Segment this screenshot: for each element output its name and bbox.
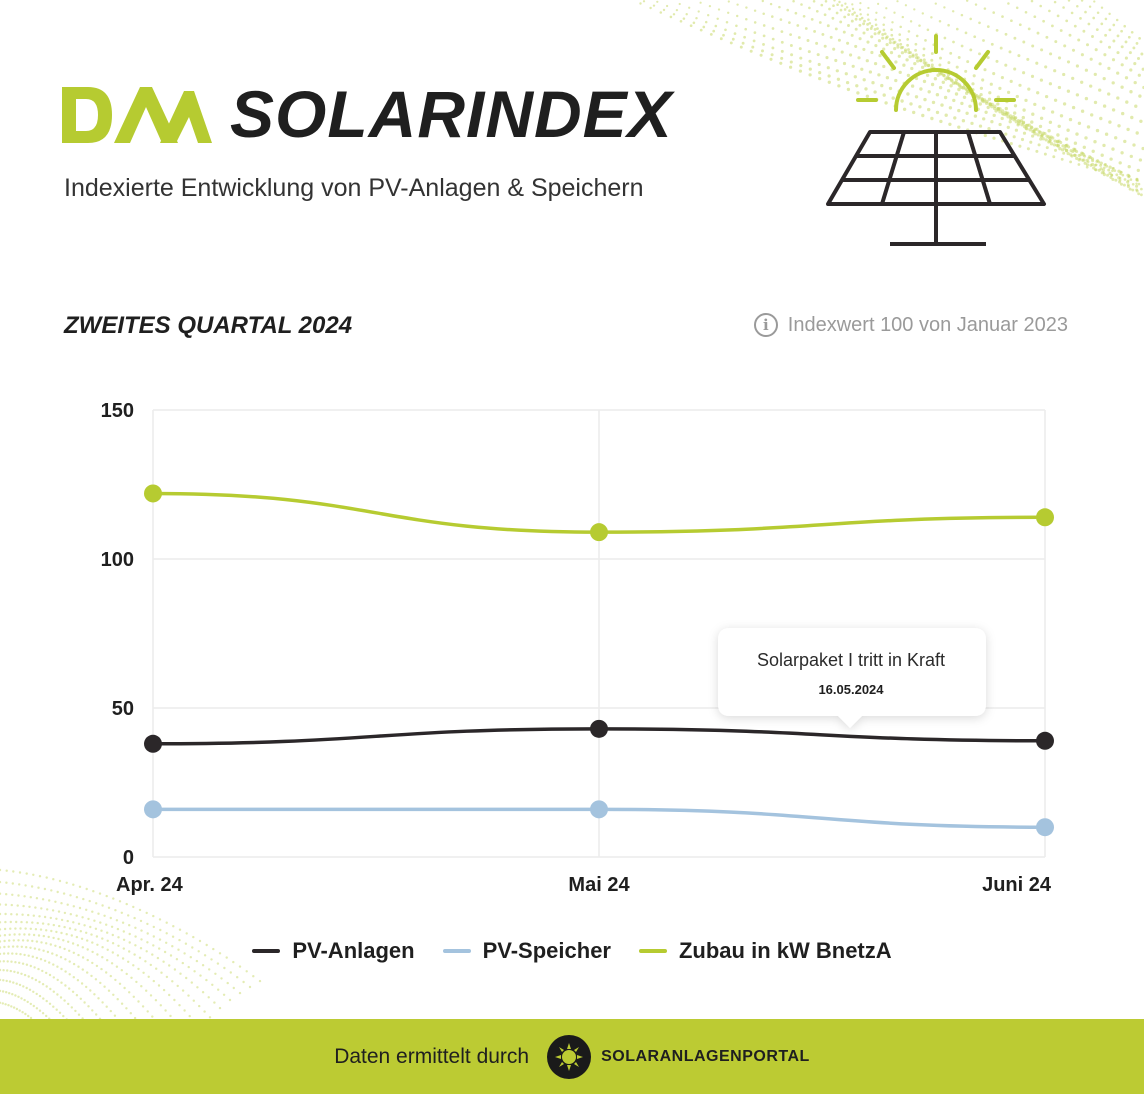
y-tick-label: 0 (123, 847, 134, 869)
y-tick-label: 150 (101, 400, 134, 422)
y-tick-label: 50 (112, 698, 134, 720)
x-tick-label: Mai 24 (568, 874, 630, 896)
data-point-pv-speicher (590, 800, 608, 819)
index-info: i Indexwert 100 von Januar 2023 (753, 313, 1068, 337)
legend-label-zubau: Zubau in kW BnetzA (678, 938, 892, 963)
line-chart: 0 50 100 150 Apr. 24 Mai 24 Juni 24 Solarpaket … (101, 400, 1054, 896)
solar-panel-icon (826, 34, 1046, 246)
data-point-zubau (144, 484, 162, 503)
info-icon: i (753, 313, 778, 337)
daa-logo (62, 87, 212, 143)
chart-legend: PV-Anlagen PV-Speicher Zubau in kW Bnetz… (0, 938, 1144, 964)
legend-item-zubau: Zubau in kW BnetzA (638, 938, 892, 964)
index-info-text: Indexwert 100 von Januar 2023 (787, 313, 1068, 336)
brand-title: SOLARINDEX (230, 77, 673, 151)
legend-swatch-pv-speicher (442, 949, 471, 953)
annotation-text: Solarpaket I tritt in Kraft (757, 650, 945, 670)
legend-item-pv-speicher: PV-Speicher (442, 938, 611, 964)
legend-swatch-pv-anlagen (252, 949, 281, 953)
legend-item-pv-anlagen: PV-Anlagen (252, 938, 415, 964)
y-tick-label: 100 (101, 549, 134, 571)
data-point-pv-speicher (1036, 818, 1054, 837)
footer-bar: Daten ermittelt durch SOLARANLAGENPORTAL (0, 1019, 1144, 1094)
data-point-zubau (1036, 508, 1054, 527)
page-subtitle: Indexierte Entwicklung von PV-Anlagen & … (64, 174, 644, 202)
data-point-pv-anlagen (590, 719, 608, 738)
legend-label-pv-speicher: PV-Speicher (482, 938, 611, 963)
x-tick-label: Juni 24 (982, 874, 1052, 896)
annotation-box (718, 628, 986, 728)
x-tick-label: Apr. 24 (116, 874, 184, 896)
partner-name: SOLARANLAGENPORTAL (601, 1047, 810, 1065)
partner-sun-icon (547, 1034, 592, 1079)
footer-text: Daten ermittelt durch (334, 1044, 530, 1068)
legend-swatch-zubau (638, 949, 667, 953)
annotation-date: 16.05.2024 (818, 682, 884, 697)
data-point-pv-speicher (144, 800, 162, 819)
legend-label-pv-anlagen: PV-Anlagen (292, 938, 415, 963)
period-label: ZWEITES QUARTAL 2024 (64, 312, 353, 339)
data-point-pv-anlagen (1036, 731, 1054, 750)
data-point-zubau (590, 523, 608, 542)
data-point-pv-anlagen (144, 734, 162, 753)
